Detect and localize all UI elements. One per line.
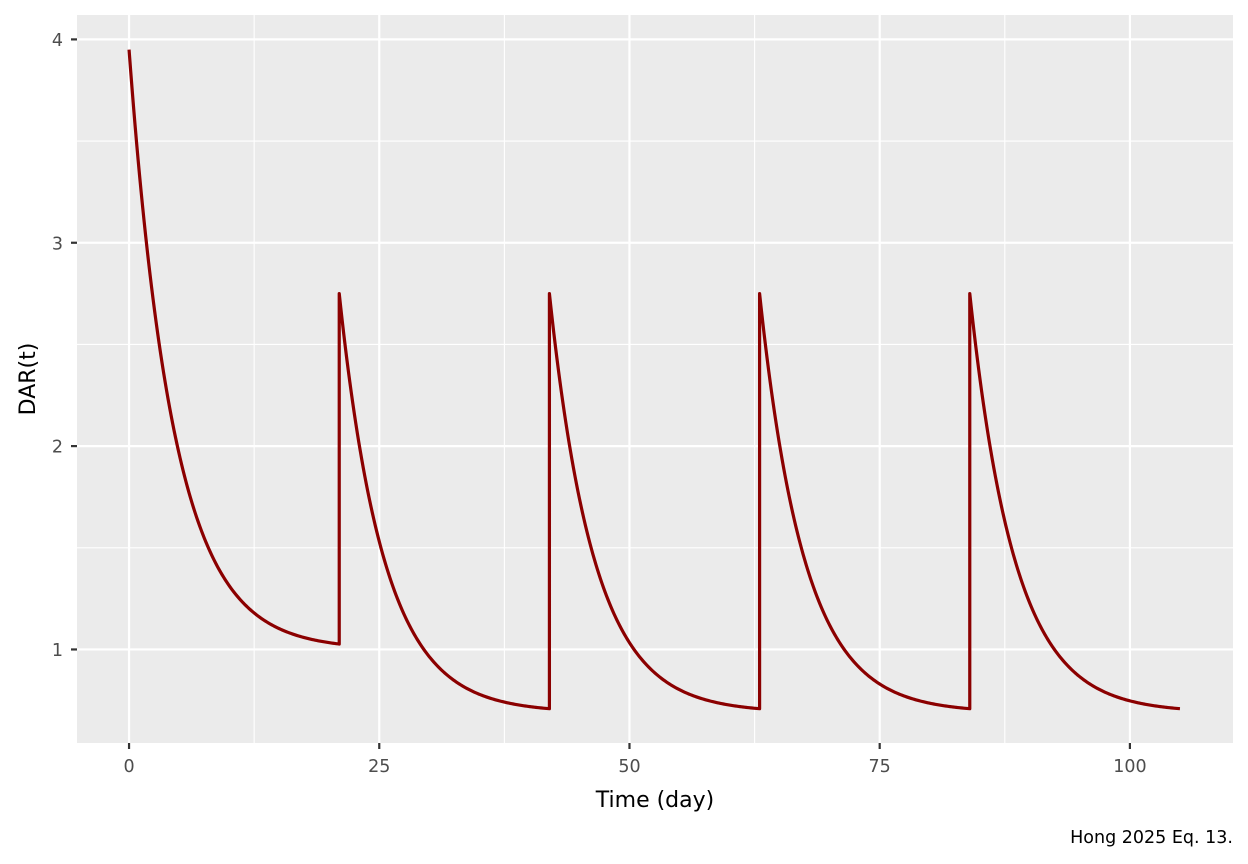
minor-gridlines (77, 15, 1233, 743)
major-gridlines (77, 15, 1233, 743)
y-tick-label: 2 (52, 438, 63, 458)
y-axis-title: DAR(t) (16, 343, 41, 416)
x-tick-label: 50 (618, 757, 640, 777)
x-tick-label: 100 (1113, 757, 1146, 777)
x-axis: 0 25 50 75 100 (123, 743, 1147, 777)
chart-caption: Hong 2025 Eq. 13. (1070, 828, 1233, 848)
y-tick-label: 3 (52, 234, 63, 254)
x-axis-title: Time (day) (595, 788, 714, 813)
plot-panel (77, 15, 1233, 743)
y-axis: 1 2 3 4 (52, 31, 77, 661)
dar-curve (127, 49, 1181, 711)
x-tick-label: 0 (123, 757, 134, 777)
x-tick-label: 25 (368, 757, 390, 777)
y-tick-label: 1 (52, 641, 63, 661)
y-tick-label: 4 (52, 31, 63, 51)
x-tick-label: 75 (869, 757, 891, 777)
